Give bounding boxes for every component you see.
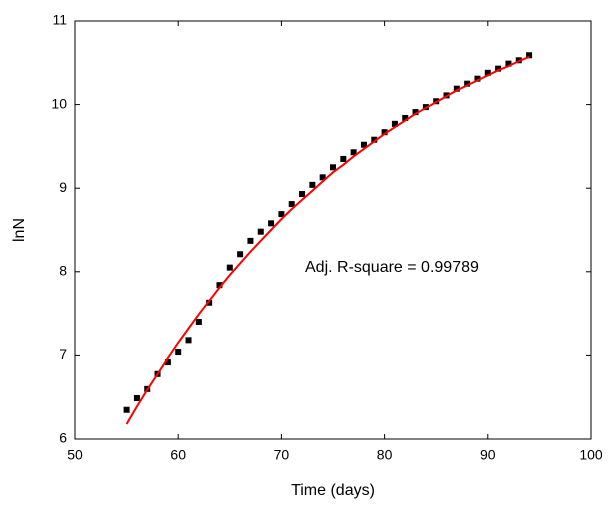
data-point — [164, 359, 171, 366]
y-tick-label: 11 — [52, 12, 67, 28]
data-point — [464, 80, 471, 87]
data-point — [340, 155, 347, 162]
y-tick-label: 7 — [59, 346, 67, 362]
data-point — [288, 201, 295, 208]
data-point — [268, 220, 275, 227]
data-point — [309, 181, 316, 188]
fit-line — [125, 56, 530, 425]
data-point — [391, 120, 398, 127]
data-point — [402, 114, 409, 121]
annotation: Adj. R-square = 0.99789 — [305, 259, 479, 276]
data-point — [505, 60, 512, 67]
y-tick-label: 6 — [59, 430, 67, 446]
data-point — [226, 264, 233, 271]
y-tick-label: 10 — [51, 95, 67, 111]
data-point — [453, 85, 460, 92]
data-point — [350, 149, 357, 156]
data-point — [237, 251, 244, 258]
plot-frame — [74, 20, 592, 440]
x-tick-label: 90 — [480, 447, 496, 463]
data-point — [371, 136, 378, 143]
data-point — [195, 318, 202, 325]
data-point — [216, 282, 223, 289]
data-point — [278, 211, 285, 218]
data-point — [360, 141, 367, 148]
y-tick-label: 8 — [59, 263, 67, 279]
data-point — [484, 69, 491, 76]
data-point — [495, 65, 502, 72]
data-point — [257, 228, 264, 235]
data-point — [526, 52, 533, 59]
y-tick-label: 9 — [59, 179, 67, 195]
data-point — [133, 395, 140, 402]
data-point — [206, 299, 213, 306]
data-point — [381, 129, 388, 136]
x-tick-label: 70 — [274, 447, 290, 463]
data-point — [330, 164, 336, 171]
data-point — [319, 174, 326, 181]
data-point — [474, 75, 481, 82]
y-axis-label: lnN — [11, 218, 28, 242]
data-point — [412, 109, 419, 116]
data-point — [175, 349, 182, 356]
x-tick-label: 80 — [377, 447, 393, 463]
data-point — [299, 191, 306, 198]
x-axis-label: Time (days) — [291, 482, 375, 499]
data-point — [247, 237, 254, 244]
data-point — [185, 337, 192, 344]
data-point — [123, 406, 130, 413]
x-tick-label: 100 — [579, 447, 603, 463]
x-tick-label: 50 — [67, 447, 83, 463]
x-tick-label: 60 — [170, 447, 186, 463]
